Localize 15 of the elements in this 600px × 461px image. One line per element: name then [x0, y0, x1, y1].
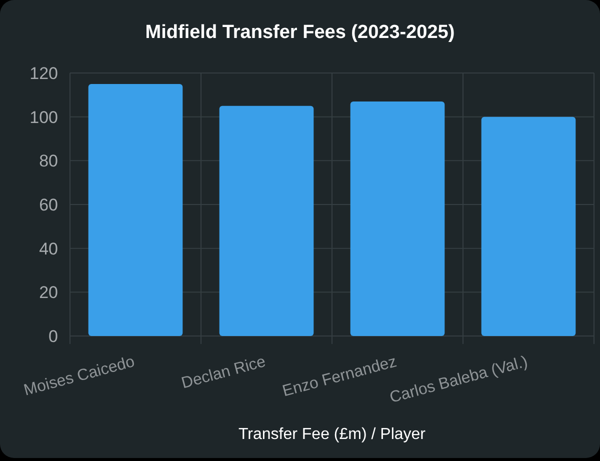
x-axis-title: Transfer Fee (£m) / Player	[238, 426, 426, 443]
bar	[481, 116, 576, 336]
y-tick-label: 100	[30, 108, 58, 127]
y-tick-label: 120	[30, 64, 58, 83]
y-tick-label: 80	[39, 152, 58, 171]
y-tick-label: 60	[39, 195, 58, 214]
x-tick-label: Declan Rice	[180, 353, 268, 392]
bar	[219, 106, 314, 336]
bar	[350, 101, 445, 336]
chart-title: Midfield Transfer Fees (2023-2025)	[145, 22, 455, 43]
y-tick-label: 20	[39, 283, 58, 302]
y-tick-label: 40	[39, 239, 58, 258]
bar	[88, 84, 183, 336]
x-tick-label: Moises Caicedo	[22, 353, 137, 400]
y-tick-label: 0	[48, 326, 58, 346]
